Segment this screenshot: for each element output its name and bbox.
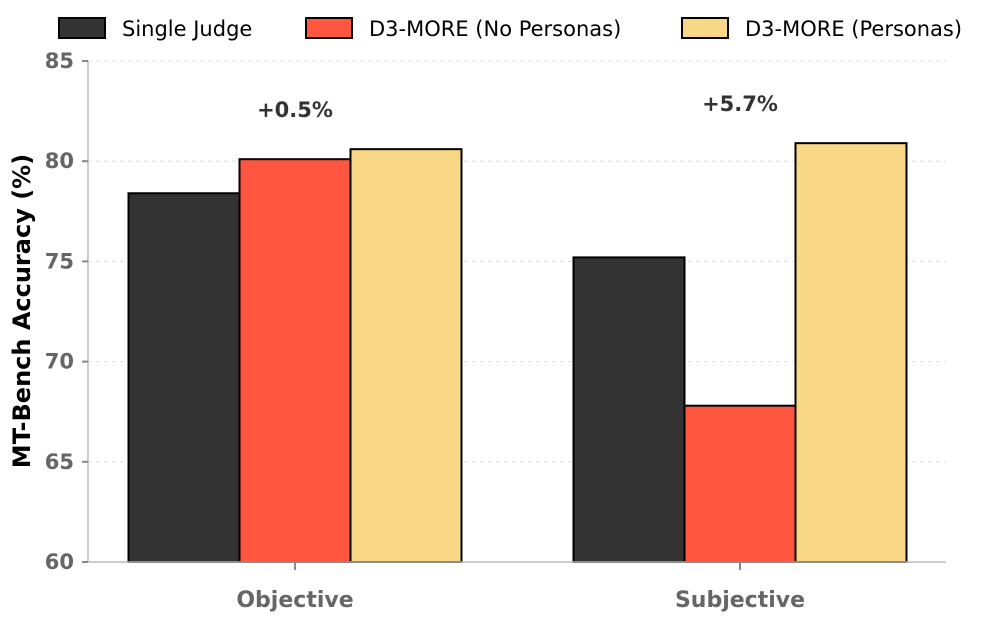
y-tick-label: 85 [45,49,74,73]
legend-label: D3-MORE (Personas) [745,17,962,41]
legend-swatch [681,17,729,39]
bar-d3-more-personas-subjective [794,142,908,563]
x-ticks: Objective Subjective [236,562,805,613]
legend-item: Single Judge [58,17,252,41]
legend-swatch [58,17,106,39]
y-tick-label: 75 [45,249,74,273]
x-tick-label: Subjective [675,588,805,613]
bars [127,142,908,563]
legend-label: D3-MORE (No Personas) [369,17,621,41]
y-ticks: 60 65 70 75 80 85 [45,49,88,574]
improvement-annotation: +0.5% [257,98,333,122]
y-axis-label: MT-Bench Accuracy (%) [8,154,36,468]
legend: Single Judge D3-MORE (No Personas) D3-MORE… [58,17,962,41]
legend-item: D3-MORE (Personas) [681,17,962,41]
bar-d3-more-no-personas-subjective [683,404,797,563]
bar-single-judge-subjective [572,256,686,563]
bar-d3-more-personas-objective [349,148,463,563]
y-tick-label: 65 [45,450,74,474]
annotations: +0.5% +5.7% [257,92,778,122]
legend-swatch [305,17,353,39]
improvement-annotation: +5.7% [702,92,778,116]
y-tick-label: 70 [45,350,74,374]
legend-item: D3-MORE (No Personas) [305,17,621,41]
y-tick-label: 60 [45,550,74,574]
legend-label: Single Judge [122,17,252,41]
x-tick-label: Objective [236,588,353,613]
y-tick-label: 80 [45,149,74,173]
axes [87,61,946,563]
bar-d3-more-no-personas-objective [238,158,352,563]
bar-single-judge-objective [127,192,241,563]
